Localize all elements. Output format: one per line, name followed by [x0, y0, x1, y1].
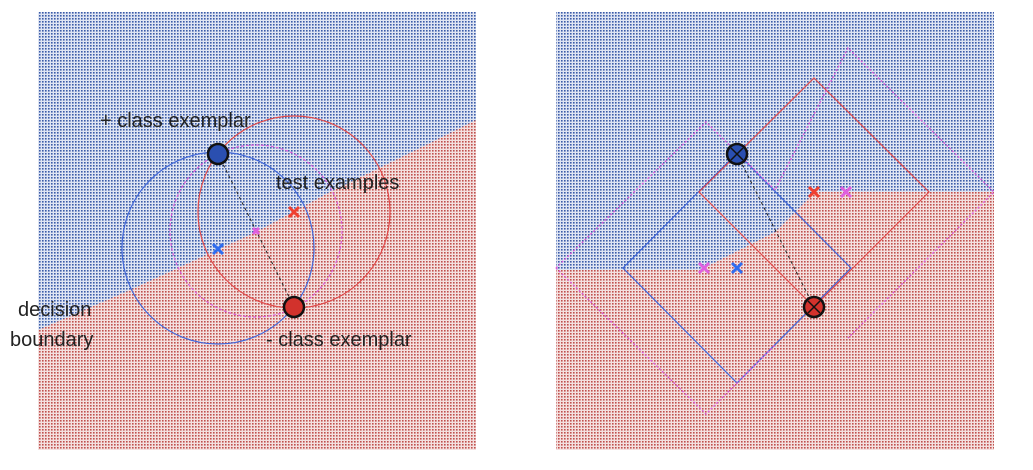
negative-exemplar — [282, 295, 306, 319]
negative-region-right — [556, 192, 994, 450]
label-negative-exemplar: - class exemplar — [266, 329, 412, 351]
magenta-distance-circle — [169, 144, 343, 318]
right-panel-manhattan — [520, 0, 1033, 465]
exemplar-connector-right — [736, 153, 815, 308]
magenta-dotted-outline-bottom — [555, 267, 776, 415]
label-decision: decision — [18, 299, 91, 321]
positive-exemplar-cross — [730, 147, 744, 161]
negative-exemplar-cross — [807, 300, 821, 314]
test-example-blue — [211, 242, 225, 256]
right-diagram — [555, 12, 995, 450]
test-example-red — [287, 205, 301, 219]
label-test-examples: test examples — [276, 172, 399, 194]
label-boundary: boundary — [10, 329, 93, 351]
label-positive-exemplar: + class exemplar — [100, 110, 251, 132]
test-example-blue-right — [730, 261, 744, 275]
left-panel-euclidean: + class exemplar test examples decision … — [0, 0, 500, 465]
test-example-red-right — [807, 185, 821, 199]
magenta-dotted-outline-top — [555, 46, 995, 339]
positive-exemplar — [206, 142, 230, 166]
left-diagram: + class exemplar test examples decision … — [10, 12, 476, 450]
test-example-magenta-right-top — [839, 185, 853, 199]
negative-region — [38, 120, 476, 450]
test-example-magenta — [251, 226, 261, 236]
test-example-magenta-right-bottom — [697, 261, 711, 275]
